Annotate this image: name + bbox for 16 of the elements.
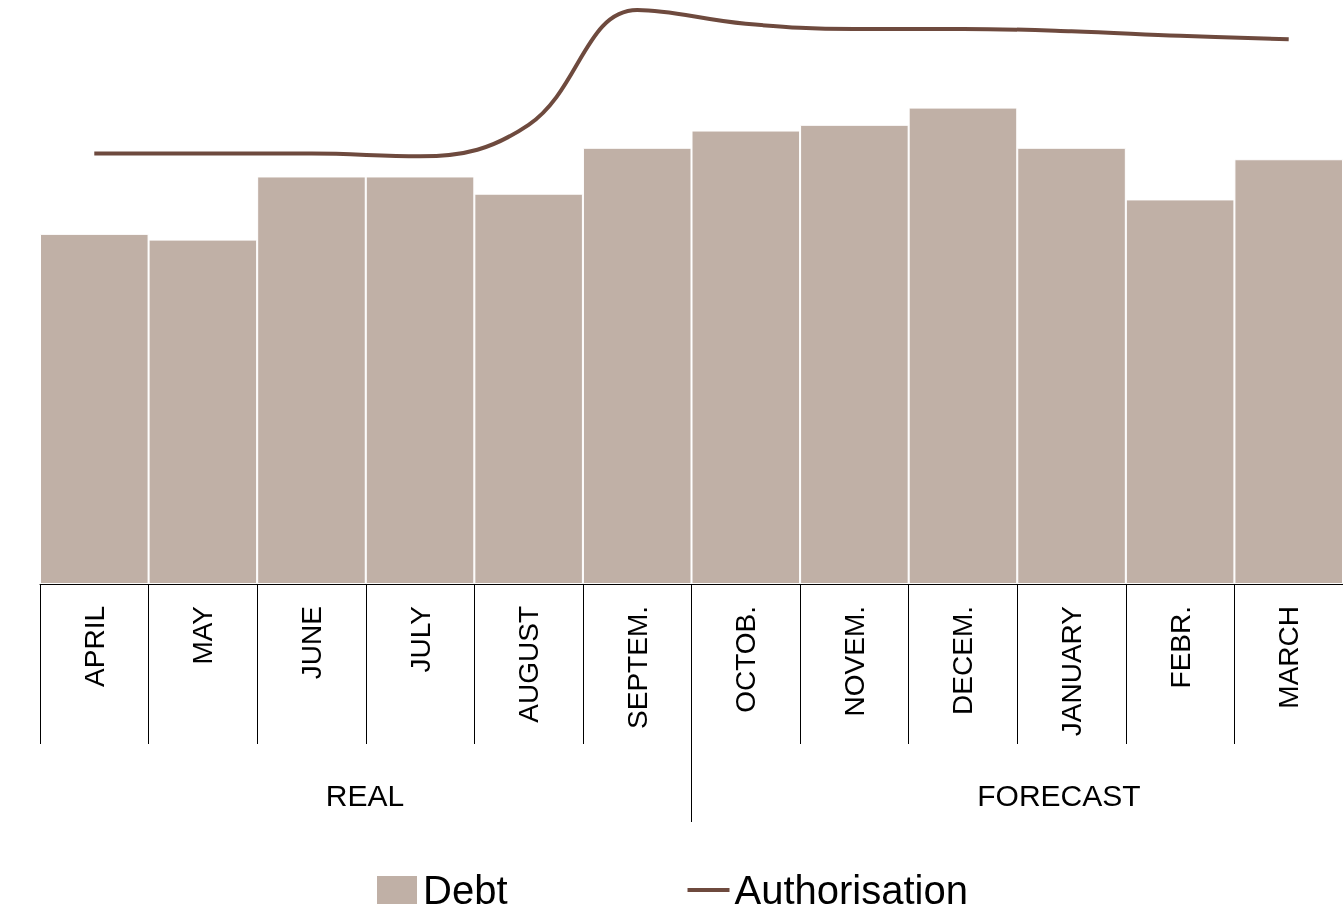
text: REAL <box>325 778 405 812</box>
text: FORECAST <box>977 778 1141 812</box>
x-tick-label: JUNE <box>295 606 327 680</box>
x-tick-label: OCTOB. <box>730 606 762 713</box>
x-tick-label: MAY <box>187 605 219 665</box>
x-tick-label: SEPTEM. <box>621 606 653 729</box>
x-tick-label: APRIL <box>78 606 110 687</box>
legend-label: Authorisation <box>734 868 968 912</box>
legend-label: Debt <box>423 868 508 912</box>
x-tick-label: DECEM. <box>947 606 979 715</box>
x-tick-label: JULY <box>404 605 436 673</box>
x-tick-label: JANUARY <box>1056 605 1088 737</box>
x-tick-label: MARCH <box>1273 606 1305 709</box>
x-tick-label: FEBR. <box>1164 606 1196 689</box>
x-tick-label: NOVEM. <box>838 606 870 717</box>
x-tick-label: AUGUST <box>513 606 545 723</box>
